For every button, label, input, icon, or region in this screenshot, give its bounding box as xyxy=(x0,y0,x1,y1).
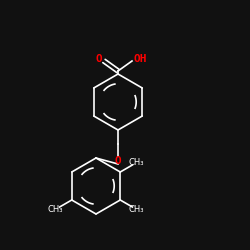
Text: CH₃: CH₃ xyxy=(129,205,144,214)
Text: O: O xyxy=(96,54,102,64)
Text: CH₃: CH₃ xyxy=(129,158,144,167)
Text: OH: OH xyxy=(133,54,147,64)
Text: CH₃: CH₃ xyxy=(48,205,63,214)
Text: O: O xyxy=(114,156,121,166)
